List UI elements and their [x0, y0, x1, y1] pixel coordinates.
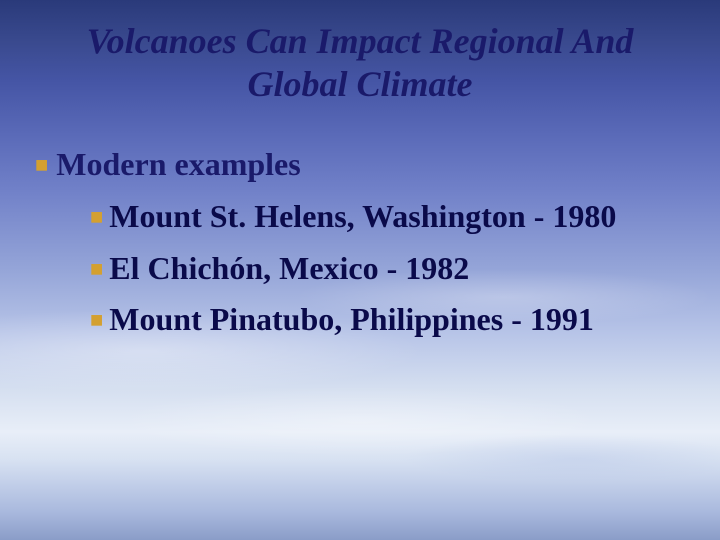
item-text: Mount St. Helens, Washington - 1980: [109, 195, 690, 238]
slide-container: Volcanoes Can Impact Regional And Global…: [0, 0, 720, 540]
heading-row: ■ Modern examples: [30, 146, 690, 183]
slide-title: Volcanoes Can Impact Regional And Global…: [30, 20, 690, 106]
square-bullet-icon: ■: [90, 202, 103, 232]
item-text: Mount Pinatubo, Philippines - 1991: [109, 298, 690, 341]
item-text: El Chichón, Mexico - 1982: [109, 247, 690, 290]
list-item: ■ El Chichón, Mexico - 1982: [30, 247, 690, 290]
square-bullet-icon: ■: [35, 152, 48, 178]
list-item: ■ Mount Pinatubo, Philippines - 1991: [30, 298, 690, 341]
square-bullet-icon: ■: [90, 254, 103, 284]
heading-text: Modern examples: [56, 146, 690, 183]
slide-content: ■ Modern examples ■ Mount St. Helens, Wa…: [30, 146, 690, 341]
list-item: ■ Mount St. Helens, Washington - 1980: [30, 195, 690, 238]
square-bullet-icon: ■: [90, 305, 103, 335]
